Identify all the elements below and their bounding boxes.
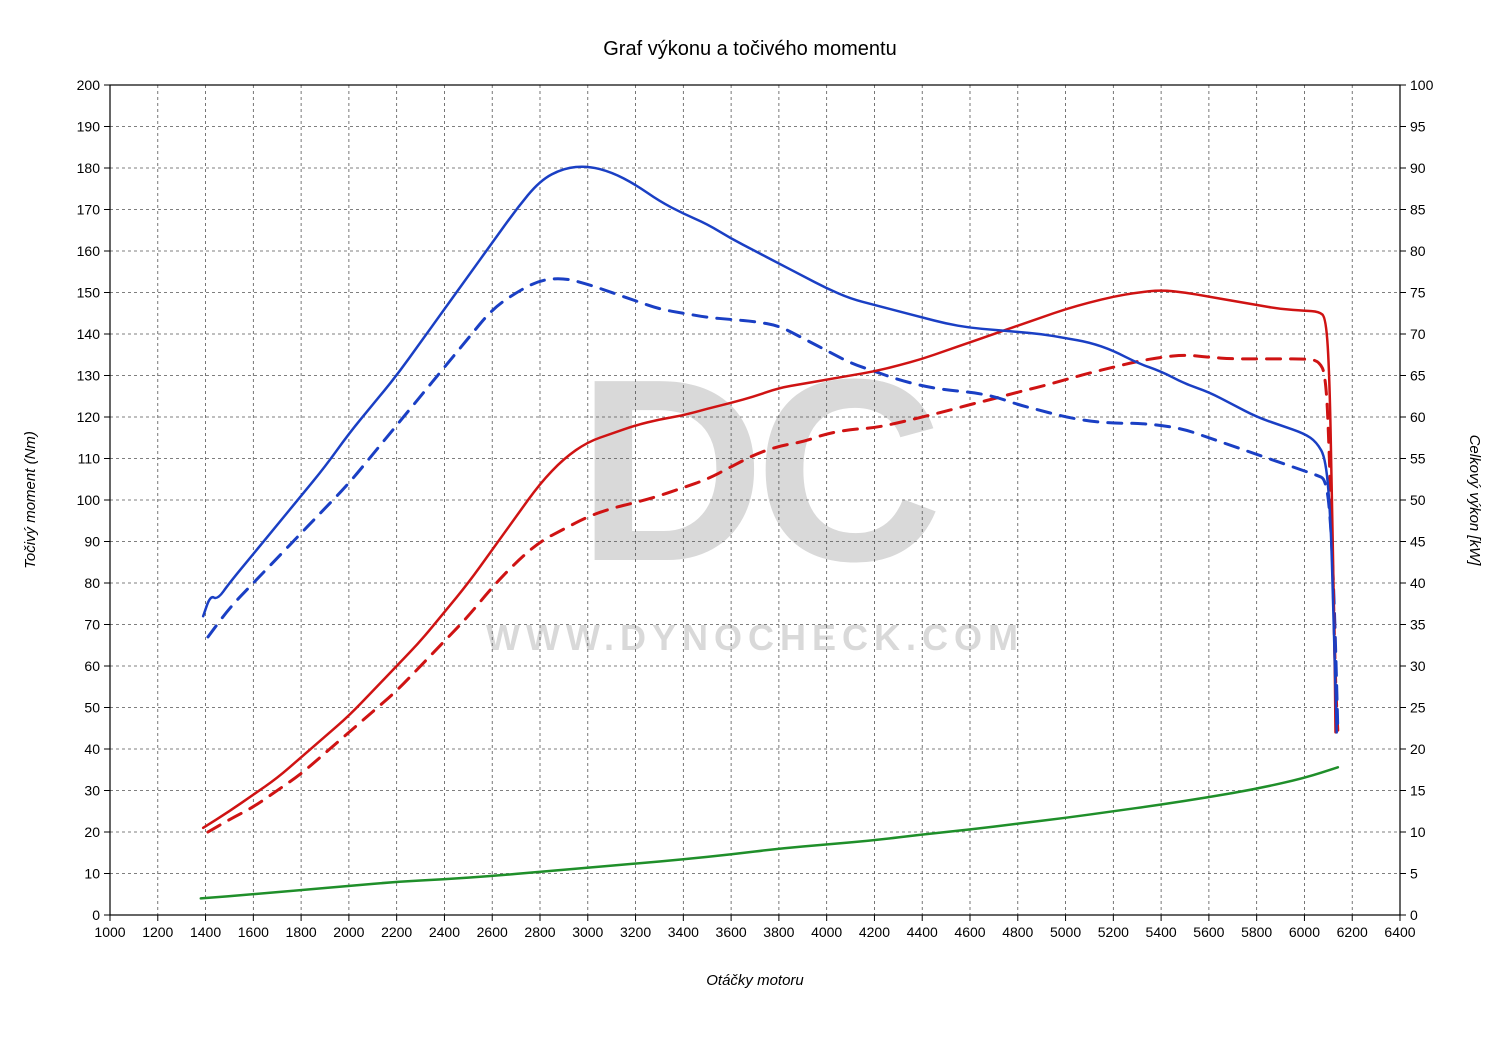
x-tick-label: 3000 <box>572 924 603 940</box>
y2-tick-label: 30 <box>1410 658 1426 674</box>
y1-tick-label: 180 <box>77 160 101 176</box>
y1-tick-label: 0 <box>92 907 100 923</box>
x-tick-label: 1600 <box>238 924 269 940</box>
x-tick-label: 3600 <box>716 924 747 940</box>
x-tick-label: 2800 <box>524 924 555 940</box>
x-tick-label: 1800 <box>286 924 317 940</box>
x-tick-label: 1200 <box>142 924 173 940</box>
y2-tick-label: 40 <box>1410 575 1426 591</box>
x-tick-label: 6200 <box>1337 924 1368 940</box>
y2-tick-label: 70 <box>1410 326 1426 342</box>
x-tick-label: 4600 <box>954 924 985 940</box>
y2-tick-label: 0 <box>1410 907 1418 923</box>
x-axis-ticks: 1000 1200 1400 1600 1800 2000 2200 2400 2600 2800… <box>94 915 1415 940</box>
x-tick-label: 2600 <box>477 924 508 940</box>
y1-tick-label: 20 <box>84 824 100 840</box>
y1-tick-label: 170 <box>77 202 101 218</box>
dyno-chart: Graf výkonu a točivého momentu DC WWW.DY… <box>0 0 1500 1041</box>
series-losses <box>201 767 1338 898</box>
y2-tick-label: 55 <box>1410 451 1426 467</box>
y1-tick-label: 100 <box>77 492 101 508</box>
y1-tick-label: 190 <box>77 119 101 135</box>
watermark-sub: WWW.DYNOCHECK.COM <box>486 617 1024 658</box>
y1-tick-label: 50 <box>84 700 100 716</box>
y2-tick-label: 20 <box>1410 741 1426 757</box>
y1-tick-label: 60 <box>84 658 100 674</box>
x-axis-label: Otáčky motoru <box>706 972 804 989</box>
y2-tick-label: 10 <box>1410 824 1426 840</box>
y1-tick-label: 140 <box>77 326 101 342</box>
y2-tick-label: 5 <box>1410 866 1418 882</box>
y2-tick-label: 100 <box>1410 77 1434 93</box>
y1-tick-label: 150 <box>77 285 101 301</box>
y1-tick-label: 10 <box>84 866 100 882</box>
x-tick-label: 1400 <box>190 924 221 940</box>
x-tick-label: 2000 <box>333 924 364 940</box>
x-tick-label: 5800 <box>1241 924 1272 940</box>
y1-axis-label: Točivý moment (Nm) <box>22 431 39 569</box>
x-tick-label: 6400 <box>1384 924 1415 940</box>
chart-title: Graf výkonu a točivého momentu <box>603 38 896 60</box>
y1-tick-label: 200 <box>77 77 101 93</box>
y2-tick-label: 50 <box>1410 492 1426 508</box>
y1-tick-label: 160 <box>77 243 101 259</box>
x-tick-label: 4400 <box>907 924 938 940</box>
y2-tick-label: 45 <box>1410 534 1426 550</box>
y1-tick-label: 40 <box>84 741 100 757</box>
x-tick-label: 4200 <box>859 924 890 940</box>
y1-tick-label: 130 <box>77 368 101 384</box>
grid <box>110 85 1400 915</box>
y2-tick-label: 60 <box>1410 409 1426 425</box>
x-tick-label: 2200 <box>381 924 412 940</box>
y2-tick-label: 95 <box>1410 119 1426 135</box>
y2-axis-ticks: 0 5 10 15 20 25 30 35 40 45 50 55 60 65 70 75 80 85 90 95 10… <box>1400 77 1434 923</box>
x-tick-label: 5600 <box>1193 924 1224 940</box>
y2-tick-label: 75 <box>1410 285 1426 301</box>
y2-tick-label: 25 <box>1410 700 1426 716</box>
y2-axis-label: Celkový výkon [kW] <box>1466 435 1483 567</box>
x-tick-label: 5200 <box>1098 924 1129 940</box>
y1-tick-label: 80 <box>84 575 100 591</box>
y2-tick-label: 80 <box>1410 243 1426 259</box>
x-tick-label: 2400 <box>429 924 460 940</box>
y2-tick-label: 35 <box>1410 617 1426 633</box>
y1-tick-label: 70 <box>84 617 100 633</box>
y2-tick-label: 85 <box>1410 202 1426 218</box>
x-tick-label: 3800 <box>763 924 794 940</box>
x-tick-label: 5400 <box>1146 924 1177 940</box>
x-tick-label: 4800 <box>1002 924 1033 940</box>
y2-tick-label: 15 <box>1410 783 1426 799</box>
x-tick-label: 6000 <box>1289 924 1320 940</box>
y1-tick-label: 120 <box>77 409 101 425</box>
x-tick-label: 3200 <box>620 924 651 940</box>
y1-tick-label: 90 <box>84 534 100 550</box>
y1-tick-label: 30 <box>84 783 100 799</box>
y2-tick-label: 65 <box>1410 368 1426 384</box>
y1-tick-label: 110 <box>78 451 101 467</box>
x-tick-label: 1000 <box>94 924 125 940</box>
y2-tick-label: 90 <box>1410 160 1426 176</box>
y1-axis-ticks: 0 10 20 30 40 50 60 70 80 90 100 110 120 130 140 150 160… <box>77 77 110 923</box>
x-tick-label: 3400 <box>668 924 699 940</box>
x-tick-label: 5000 <box>1050 924 1081 940</box>
x-tick-label: 4000 <box>811 924 842 940</box>
